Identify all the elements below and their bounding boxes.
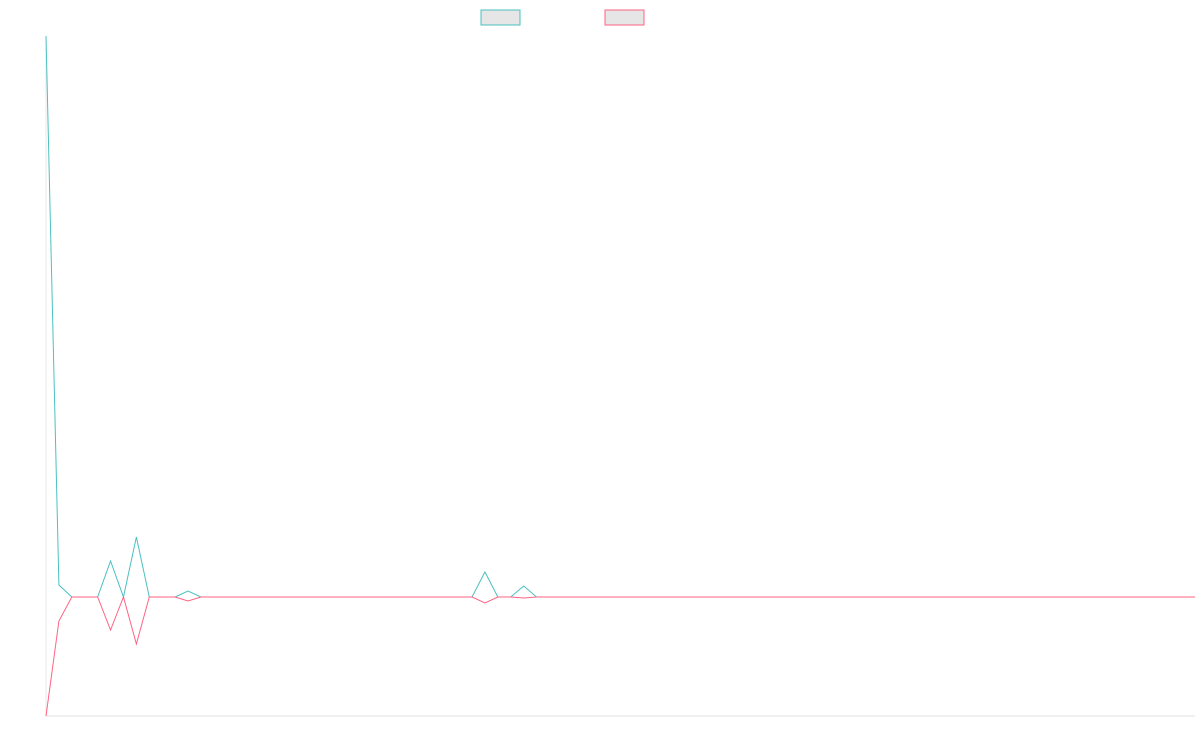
line — [45, 35, 1195, 599]
line — [45, 595, 1195, 717]
legend-swatch — [604, 9, 645, 26]
legend-swatch — [480, 9, 521, 26]
